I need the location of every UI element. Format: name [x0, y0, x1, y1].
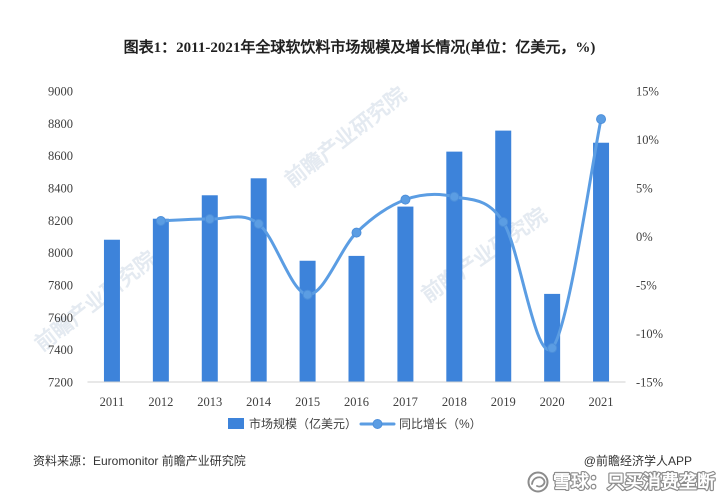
- growth-marker-2017: [400, 194, 411, 205]
- bar-2020: [544, 293, 561, 382]
- x-tick-label-2013: 2013: [197, 395, 222, 409]
- y-left-tick-label: 9000: [48, 85, 73, 99]
- platform-watermark-text: 雪球：只买消费垄断: [553, 471, 715, 492]
- y-right-tick-label: -15%: [636, 376, 663, 390]
- bar-2017: [397, 206, 414, 382]
- growth-marker-2015: [302, 289, 313, 300]
- x-tick-label-2021: 2021: [589, 395, 614, 409]
- x-tick-label-2014: 2014: [246, 395, 272, 409]
- growth-marker-2018: [449, 191, 460, 202]
- legend-item-market-size: 市场规模（亿美元）: [228, 416, 357, 431]
- x-tick-label-2012: 2012: [148, 395, 173, 409]
- y-right-tick-label: -5%: [636, 279, 657, 293]
- axes: 7200 7400 7600 7800 8000 8200 8400 8600 8800 9000…: [48, 85, 663, 410]
- bar-2011: [103, 239, 120, 382]
- x-tick-label-2015: 2015: [295, 395, 320, 409]
- source-note: 资料来源：Euromonitor 前瞻产业研究院: [33, 453, 246, 468]
- line-series: [155, 114, 607, 354]
- y-left-tick-label: 7400: [48, 343, 73, 357]
- y-left-tick-label: 8200: [48, 214, 73, 228]
- y-left-tick-label: 8400: [48, 182, 73, 196]
- x-tick-label-2011: 2011: [100, 395, 125, 409]
- y-left-tick-label: 7200: [48, 376, 73, 390]
- y-left-tick-label: 8800: [48, 117, 73, 131]
- x-tick-label-2016: 2016: [344, 395, 369, 409]
- growth-marker-2014: [253, 218, 264, 229]
- growth-marker-2019: [498, 216, 509, 227]
- growth-marker-2013: [204, 214, 215, 225]
- snowball-logo-icon: [527, 471, 549, 493]
- legend-bar-swatch: [228, 418, 244, 429]
- y-right-tick-label: 15%: [636, 85, 659, 99]
- legend-line-label: 同比增长（%）: [399, 417, 482, 431]
- y-right-tick-label: 10%: [636, 133, 659, 147]
- growth-marker-2021: [596, 114, 607, 125]
- bar-2021: [593, 142, 610, 382]
- x-tick-label-2020: 2020: [540, 395, 565, 409]
- bar-2015: [299, 260, 316, 382]
- y-left-tick-label: 7800: [48, 279, 73, 293]
- y-right-tick-label: 0%: [636, 230, 653, 244]
- credit-note: @前瞻经济学人APP: [584, 453, 692, 468]
- bar-2014: [250, 178, 267, 382]
- bar-2013: [201, 195, 218, 382]
- y-right-tick-label: 5%: [636, 182, 653, 196]
- y-left-tick-label: 7600: [48, 311, 73, 325]
- legend-bar-label: 市场规模（亿美元）: [249, 416, 357, 431]
- bar-2016: [348, 255, 365, 382]
- legend-line-marker: [372, 419, 383, 429]
- legend: 市场规模（亿美元） 同比增长（%）: [228, 416, 482, 431]
- bar-2019: [495, 130, 512, 382]
- y-right-tick-label: -10%: [636, 327, 663, 341]
- x-tick-label-2018: 2018: [442, 395, 467, 409]
- x-tick-label-2017: 2017: [393, 395, 418, 409]
- x-tick-label-2019: 2019: [491, 395, 516, 409]
- bar-2012: [152, 218, 169, 382]
- bar-2018: [446, 151, 463, 382]
- platform-watermark: 雪球：只买消费垄断: [527, 470, 716, 493]
- y-left-tick-label: 8000: [48, 246, 73, 260]
- growth-marker-2020: [547, 343, 558, 354]
- growth-marker-2012: [155, 215, 166, 226]
- growth-marker-2016: [351, 227, 362, 238]
- chart-title: 图表1：2011-2021年全球软饮料市场规模及增长情况(单位：亿美元，%): [124, 38, 596, 56]
- legend-item-growth: 同比增长（%）: [359, 417, 482, 431]
- y-left-tick-label: 8600: [48, 149, 73, 163]
- bar-series: [103, 130, 610, 382]
